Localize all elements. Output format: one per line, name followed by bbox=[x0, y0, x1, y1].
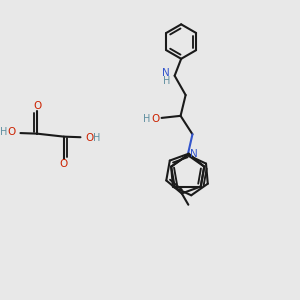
Text: H: H bbox=[93, 133, 100, 143]
Text: O: O bbox=[151, 113, 159, 124]
Text: O: O bbox=[33, 101, 41, 111]
Text: O: O bbox=[85, 133, 94, 143]
Text: O: O bbox=[60, 159, 68, 169]
Text: H: H bbox=[143, 113, 150, 124]
Text: H: H bbox=[163, 76, 170, 86]
Text: H: H bbox=[0, 128, 8, 137]
Text: N: N bbox=[162, 68, 170, 78]
Text: N: N bbox=[190, 148, 198, 159]
Text: O: O bbox=[7, 128, 15, 137]
